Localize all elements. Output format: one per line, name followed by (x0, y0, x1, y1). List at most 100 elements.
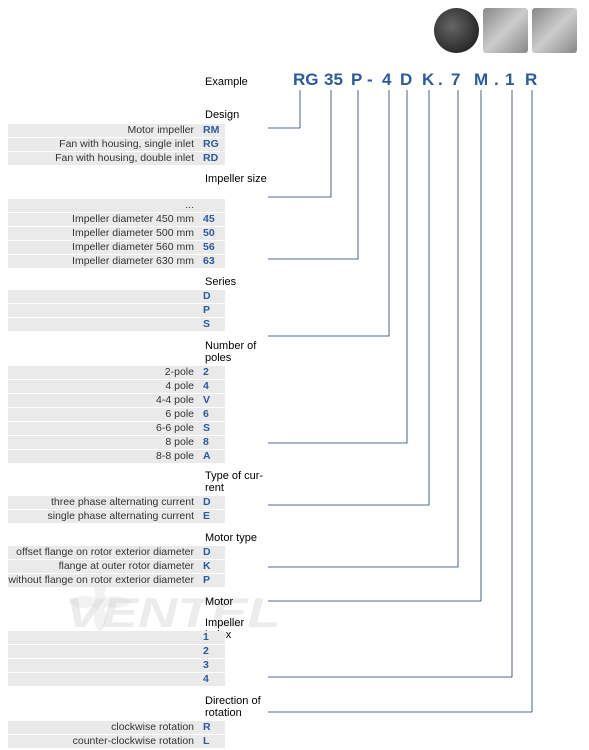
option-code: 3 (200, 659, 225, 672)
section-title: Direction of rotation (205, 695, 267, 719)
code-part: 1 (505, 70, 514, 90)
option-row: 4 pole4 (8, 380, 225, 393)
section-title: Motor type (205, 532, 267, 544)
option-code: P (200, 574, 225, 587)
option-label: Impeller diameter 500 mm (8, 227, 200, 240)
code-part: M (474, 70, 488, 90)
option-label: single phase alternating current (8, 510, 200, 523)
option-code: D (200, 496, 225, 509)
code-part: P (351, 70, 362, 90)
option-row: clockwise rotationR (8, 721, 225, 734)
option-row: S (8, 318, 225, 331)
option-row: 4 (8, 673, 225, 686)
option-code: 4 (200, 673, 225, 686)
fan-image-2 (483, 8, 528, 53)
option-label: 8 pole (8, 436, 200, 449)
option-label: Motor impeller (8, 124, 200, 137)
option-label (8, 673, 200, 686)
option-code: S (200, 318, 225, 331)
code-part: K (422, 70, 434, 90)
product-images (434, 8, 577, 53)
code-part: . (438, 70, 443, 90)
option-code: 1 (200, 631, 225, 644)
option-label: 6 pole (8, 408, 200, 421)
option-code: A (200, 450, 225, 463)
option-label (8, 290, 200, 303)
option-code: P (200, 304, 225, 317)
option-row: 6 pole6 (8, 408, 225, 421)
option-code: 50 (200, 227, 225, 240)
option-code: 56 (200, 241, 225, 254)
option-code: 6 (200, 408, 225, 421)
option-row: Impeller diameter 630 mm63 (8, 255, 225, 268)
option-label: 6-6 pole (8, 422, 200, 435)
option-label (8, 631, 200, 644)
option-row: Impeller diameter 500 mm50 (8, 227, 225, 240)
code-part: . (494, 70, 499, 90)
code-part: RG (293, 70, 319, 90)
option-row: offset flange on rotor exterior diameter… (8, 546, 225, 559)
option-row: 6-6 poleS (8, 422, 225, 435)
option-code: 2 (200, 366, 225, 379)
option-label (8, 659, 200, 672)
option-code: D (200, 546, 225, 559)
option-code: S (200, 422, 225, 435)
option-label (8, 645, 200, 658)
option-code: 63 (200, 255, 225, 268)
option-row: P (8, 304, 225, 317)
option-code: V (200, 394, 225, 407)
option-row: 8 pole8 (8, 436, 225, 449)
section-title: Type of cur-rent (205, 470, 267, 494)
option-row: D (8, 290, 225, 303)
option-code: 8 (200, 436, 225, 449)
fan-image-3 (532, 8, 577, 53)
option-code: K (200, 560, 225, 573)
option-code: D (200, 290, 225, 303)
option-label: 8-8 pole (8, 450, 200, 463)
option-label: ... (8, 199, 200, 212)
option-row: Impeller diameter 560 mm56 (8, 241, 225, 254)
code-part: 7 (451, 70, 460, 90)
option-row: 4-4 poleV (8, 394, 225, 407)
option-row: 2-pole2 (8, 366, 225, 379)
option-code (200, 199, 225, 212)
option-code: 45 (200, 213, 225, 226)
option-label: flange at outer rotor diameter (8, 560, 200, 573)
option-code: RD (200, 152, 225, 165)
option-row: flange at outer rotor diameterK (8, 560, 225, 573)
code-part: D (400, 70, 412, 90)
option-row: single phase alternating currentE (8, 510, 225, 523)
option-code: RG (200, 138, 225, 151)
code-part: 4 (382, 70, 391, 90)
option-code: RM (200, 124, 225, 137)
fan-image-1 (434, 8, 479, 53)
option-row: Impeller diameter 450 mm45 (8, 213, 225, 226)
option-label (8, 304, 200, 317)
option-code: 2 (200, 645, 225, 658)
option-code: E (200, 510, 225, 523)
example-label: Example (205, 76, 248, 88)
option-label: Impeller diameter 450 mm (8, 213, 200, 226)
option-label: without flange on rotor exterior diamete… (8, 574, 200, 587)
section-title: Motor (205, 596, 267, 608)
option-row: Fan with housing, double inletRD (8, 152, 225, 165)
option-row: without flange on rotor exterior diamete… (8, 574, 225, 587)
option-label: Fan with housing, single inlet (8, 138, 200, 151)
option-label: Impeller diameter 630 mm (8, 255, 200, 268)
section-title: Series (205, 276, 267, 288)
code-part: R (525, 70, 537, 90)
code-part: - (367, 70, 373, 90)
option-label: 4 pole (8, 380, 200, 393)
option-label (8, 318, 200, 331)
option-row: Motor impellerRM (8, 124, 225, 137)
option-row: Fan with housing, single inletRG (8, 138, 225, 151)
option-row: 2 (8, 645, 225, 658)
option-label: offset flange on rotor exterior diameter (8, 546, 200, 559)
option-label: Impeller diameter 560 mm (8, 241, 200, 254)
code-part: 35 (324, 70, 343, 90)
option-label: three phase alternating current (8, 496, 200, 509)
option-row: 3 (8, 659, 225, 672)
option-label: 2-pole (8, 366, 200, 379)
section-title: Design (205, 109, 267, 121)
option-row: ... (8, 199, 225, 212)
